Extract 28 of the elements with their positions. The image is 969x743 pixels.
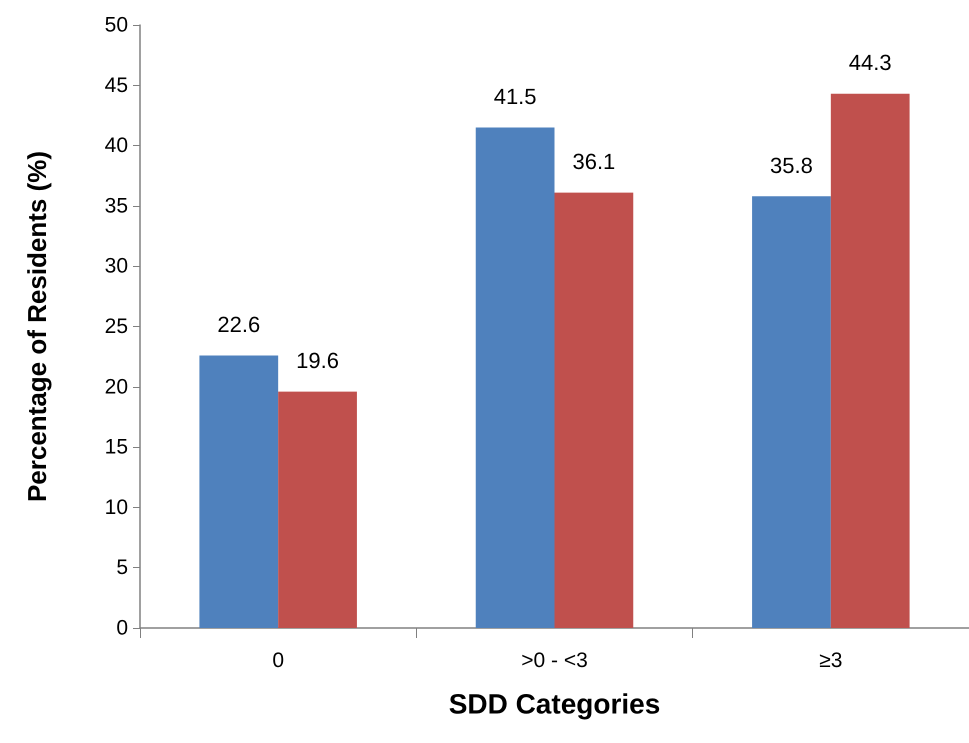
- bar: [830, 94, 910, 628]
- x-tick-label: 0: [272, 649, 284, 672]
- y-tick-label: 25: [104, 315, 128, 338]
- data-label: 36.1: [572, 149, 616, 174]
- y-tick-label: 0: [116, 616, 128, 640]
- y-tick-label: 35: [104, 194, 128, 218]
- y-tick-label: 30: [104, 254, 128, 278]
- data-label: 19.6: [296, 348, 339, 374]
- x-axis-title: SDD Categories: [448, 688, 660, 720]
- y-tick-label: 10: [104, 496, 128, 519]
- y-tick-label: 20: [104, 375, 128, 398]
- bar: [554, 192, 634, 628]
- bar: [199, 355, 278, 628]
- data-label: 22.6: [217, 312, 260, 337]
- y-tick-label: 45: [104, 74, 128, 97]
- x-tick-label: ≥3: [819, 649, 842, 672]
- data-label: 44.3: [848, 50, 892, 76]
- data-label: 41.5: [494, 84, 537, 110]
- y-tick-label: 15: [104, 436, 128, 459]
- bar: [752, 196, 831, 628]
- y-tick-label: 40: [104, 134, 128, 158]
- bar: [278, 392, 357, 628]
- x-tick-label: >0 - <3: [521, 649, 588, 672]
- y-tick-label: 50: [104, 14, 128, 36]
- data-label: 35.8: [770, 152, 813, 178]
- y-axis-title: Percentage of Residents (%): [22, 150, 52, 502]
- y-tick-label: 5: [116, 556, 128, 580]
- bar: [476, 128, 554, 628]
